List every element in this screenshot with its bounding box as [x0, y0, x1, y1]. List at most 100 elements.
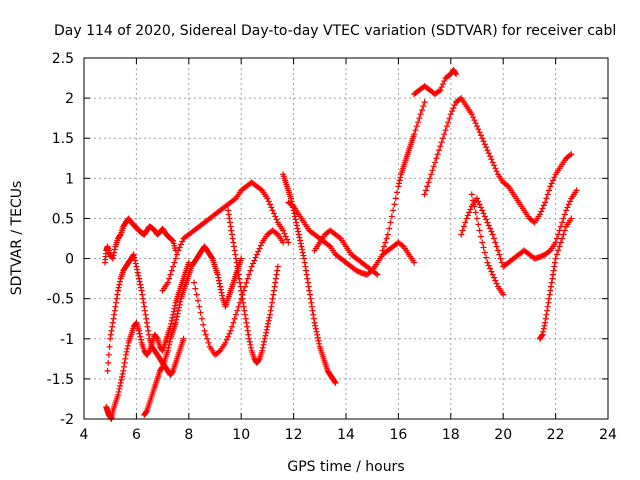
data-point — [437, 87, 444, 94]
data-point — [426, 175, 433, 182]
data-point — [141, 303, 148, 310]
y-tick-label: -1 — [60, 332, 74, 348]
data-point — [543, 311, 550, 318]
data-point — [491, 235, 498, 242]
data-point — [115, 287, 122, 294]
data-point — [175, 304, 182, 311]
data-point — [201, 327, 208, 334]
data-point — [434, 151, 441, 158]
data-point — [301, 259, 308, 266]
data-point — [299, 246, 306, 253]
data-point — [538, 208, 545, 215]
data-point — [489, 231, 496, 238]
data-point — [539, 252, 546, 259]
data-point — [242, 315, 249, 322]
data-point — [416, 115, 423, 122]
data-point — [115, 391, 122, 398]
data-point — [122, 351, 129, 358]
data-point — [180, 335, 187, 342]
data-point — [302, 263, 309, 270]
data-point — [267, 201, 274, 208]
data-point — [552, 255, 559, 262]
data-point — [268, 299, 275, 306]
data-point — [479, 135, 486, 142]
data-point — [111, 307, 118, 314]
data-point — [314, 334, 321, 341]
data-point — [170, 311, 177, 318]
data-point — [170, 263, 177, 270]
data-point — [267, 311, 274, 318]
data-point — [468, 111, 475, 118]
data-point — [264, 195, 271, 202]
data-point — [185, 259, 192, 266]
data-point — [138, 287, 145, 294]
data-point — [563, 207, 570, 214]
data-point — [109, 319, 116, 326]
data-point — [474, 215, 480, 222]
data-point — [476, 201, 483, 208]
data-point — [545, 299, 552, 306]
x-tick-label: 8 — [184, 427, 193, 443]
data-point — [413, 123, 420, 130]
data-point — [397, 174, 404, 181]
data-point — [268, 303, 275, 310]
data-point — [548, 180, 555, 187]
data-point — [399, 242, 406, 249]
x-tick-label: 6 — [132, 427, 141, 443]
data-point — [109, 323, 116, 330]
data-point — [557, 239, 564, 246]
data-point — [422, 187, 429, 194]
data-point — [248, 263, 255, 270]
data-point — [421, 191, 428, 198]
data-point — [218, 289, 225, 296]
data-point — [417, 111, 424, 118]
data-point — [353, 267, 360, 274]
data-point — [475, 126, 482, 133]
data-point — [243, 319, 250, 326]
data-point — [498, 259, 505, 266]
data-point — [559, 219, 566, 226]
data-point — [274, 267, 281, 274]
data-point — [432, 159, 439, 166]
data-point — [332, 379, 339, 386]
data-point — [480, 210, 487, 217]
data-point — [219, 292, 226, 299]
data-point — [493, 168, 500, 175]
data-point — [247, 341, 254, 348]
data-point — [134, 266, 141, 273]
data-point — [272, 275, 279, 282]
data-point — [555, 247, 562, 254]
data-point — [260, 341, 267, 348]
data-point — [315, 337, 322, 344]
data-point — [459, 227, 466, 234]
data-point — [255, 248, 262, 255]
data-point — [395, 183, 402, 190]
data-point — [441, 78, 448, 85]
data-point — [231, 196, 238, 203]
data-point — [308, 303, 315, 310]
y-tick-label: 1 — [65, 171, 74, 187]
data-point — [142, 311, 149, 318]
data-point — [229, 235, 236, 242]
data-point — [166, 275, 173, 282]
data-point — [172, 255, 179, 262]
data-point — [388, 213, 395, 220]
data-point — [424, 183, 431, 190]
data-point — [175, 307, 182, 314]
data-point — [109, 255, 116, 262]
data-point — [540, 202, 547, 209]
data-point — [386, 225, 393, 232]
data-point — [168, 267, 175, 274]
data-point — [453, 71, 460, 78]
data-point — [132, 320, 139, 327]
data-point — [217, 286, 224, 293]
data-point — [303, 267, 310, 274]
data-point — [437, 143, 444, 150]
data-point — [168, 320, 175, 327]
data-point — [470, 114, 477, 121]
data-point — [136, 278, 143, 285]
data-point — [285, 239, 292, 246]
data-point — [273, 271, 280, 278]
data-point — [382, 239, 389, 246]
data-point — [295, 228, 302, 235]
